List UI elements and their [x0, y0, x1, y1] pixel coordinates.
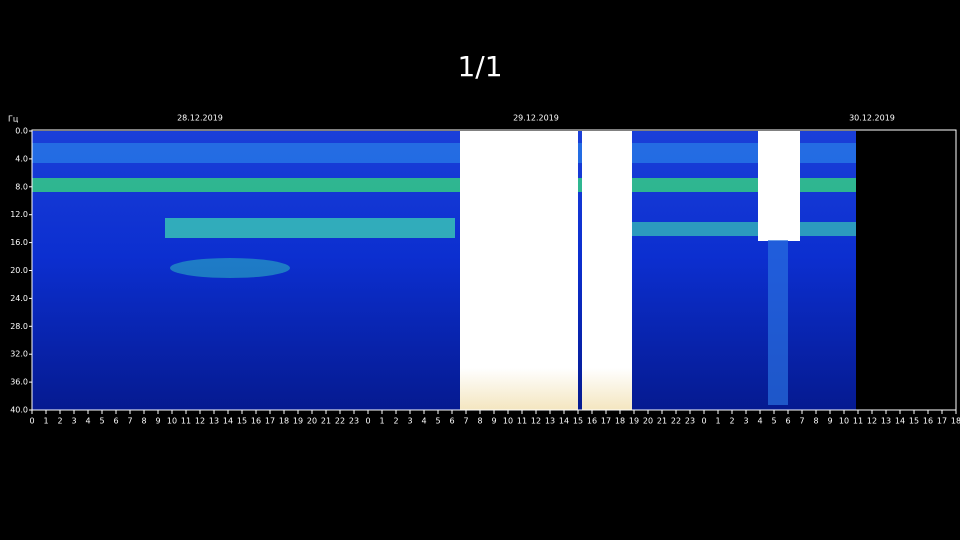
x-tick-label: 10 — [503, 417, 513, 426]
x-tick-label: 14 — [223, 417, 233, 426]
y-tick-label: 28.0 — [10, 322, 28, 331]
x-tick-label: 7 — [799, 417, 804, 426]
page-counter: 1/1 — [457, 50, 502, 83]
y-tick-label: 36.0 — [10, 378, 28, 387]
x-tick-label: 18 — [615, 417, 625, 426]
band — [632, 222, 856, 236]
x-tick-label: 3 — [743, 417, 748, 426]
noise-block — [758, 131, 800, 241]
x-tick-label: 9 — [827, 417, 832, 426]
x-tick-label: 16 — [587, 417, 597, 426]
noise-block — [582, 131, 632, 410]
x-tick-label: 20 — [643, 417, 653, 426]
x-tick-label: 22 — [335, 417, 345, 426]
band — [32, 143, 856, 163]
x-tick-label: 6 — [449, 417, 454, 426]
x-tick-label: 0 — [29, 417, 34, 426]
date-label: 29.12.2019 — [513, 114, 559, 123]
x-tick-label: 11 — [181, 417, 191, 426]
band — [170, 258, 290, 278]
x-tick-label: 13 — [209, 417, 219, 426]
x-tick-label: 1 — [715, 417, 720, 426]
axes: 0.0 4.0 8.0 12.0 16.0 20.0 24.0 28.0 32.0 36.0 40.… — [10, 114, 960, 426]
x-tick-label: 12 — [531, 417, 541, 426]
x-tick-label: 9 — [491, 417, 496, 426]
x-tick-label: 20 — [307, 417, 317, 426]
x-tick-label: 18 — [279, 417, 289, 426]
x-tick-label: 8 — [141, 417, 146, 426]
x-tick-label: 19 — [293, 417, 303, 426]
x-tick-label: 16 — [251, 417, 261, 426]
x-tick-label: 19 — [629, 417, 639, 426]
band — [165, 218, 455, 238]
x-tick-label: 13 — [881, 417, 891, 426]
y-tick-label: 8.0 — [15, 182, 28, 191]
date-label: 28.12.2019 — [177, 114, 223, 123]
y-tick-label: 24.0 — [10, 294, 28, 303]
x-tick-label: 5 — [99, 417, 104, 426]
x-tick-label: 10 — [167, 417, 177, 426]
date-label: 30.12.2019 — [849, 114, 895, 123]
x-tick-label: 14 — [895, 417, 905, 426]
x-tick-label: 23 — [349, 417, 359, 426]
x-tick-label: 0 — [701, 417, 706, 426]
noise-trail — [768, 240, 788, 405]
x-tick-label: 15 — [237, 417, 247, 426]
x-tick-label: 4 — [85, 417, 90, 426]
y-tick-label: 40.0 — [10, 406, 28, 415]
x-tick-label: 9 — [155, 417, 160, 426]
y-tick-label: 4.0 — [15, 154, 28, 163]
noise-block — [460, 131, 578, 410]
x-tick-label: 2 — [729, 417, 734, 426]
x-tick-label: 13 — [545, 417, 555, 426]
spectrum-background — [32, 131, 856, 410]
y-tick-label: 20.0 — [10, 266, 28, 275]
x-tick-label: 17 — [937, 417, 947, 426]
x-tick-label: 17 — [601, 417, 611, 426]
x-tick-label: 21 — [321, 417, 331, 426]
spectrogram-image — [31, 129, 957, 411]
x-tick-label: 4 — [757, 417, 762, 426]
x-tick-label: 15 — [573, 417, 583, 426]
x-tick-label: 2 — [57, 417, 62, 426]
y-unit: Гц — [8, 115, 19, 124]
x-tick-label: 12 — [195, 417, 205, 426]
x-tick-label: 23 — [685, 417, 695, 426]
x-tick-label: 8 — [477, 417, 482, 426]
x-tick-label: 15 — [909, 417, 919, 426]
x-tick-label: 11 — [517, 417, 527, 426]
x-tick-label: 1 — [43, 417, 48, 426]
x-tick-label: 21 — [657, 417, 667, 426]
x-tick-label: 2 — [393, 417, 398, 426]
x-tick-label: 1 — [379, 417, 384, 426]
x-tick-label: 4 — [421, 417, 426, 426]
x-tick-label: 16 — [923, 417, 933, 426]
x-tick-label: 18 — [951, 417, 960, 426]
x-tick-label: 6 — [785, 417, 790, 426]
y-tick-label: 16.0 — [10, 238, 28, 247]
band — [32, 178, 856, 192]
x-tick-label: 12 — [867, 417, 877, 426]
x-tick-label: 8 — [813, 417, 818, 426]
x-tick-label: 7 — [463, 417, 468, 426]
x-tick-label: 3 — [407, 417, 412, 426]
x-tick-label: 17 — [265, 417, 275, 426]
x-tick-label: 14 — [559, 417, 569, 426]
x-tick-label: 7 — [127, 417, 132, 426]
x-tick-label: 10 — [839, 417, 849, 426]
y-tick-label: 32.0 — [10, 350, 28, 359]
y-tick-label: 12.0 — [10, 210, 28, 219]
x-tick-label: 22 — [671, 417, 681, 426]
x-tick-label: 6 — [113, 417, 118, 426]
x-tick-label: 5 — [435, 417, 440, 426]
y-tick-label: 0.0 — [15, 127, 28, 136]
x-tick-label: 3 — [71, 417, 76, 426]
x-tick-label: 11 — [853, 417, 863, 426]
x-tick-label: 5 — [771, 417, 776, 426]
x-tick-label: 0 — [365, 417, 370, 426]
